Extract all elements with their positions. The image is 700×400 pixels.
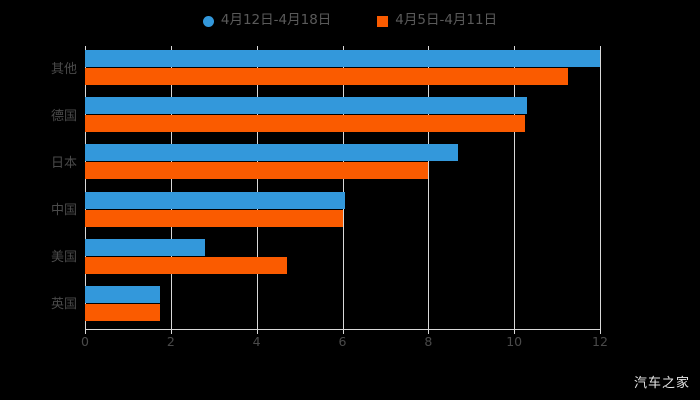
bar-group-0: [85, 46, 600, 93]
gridline-x-12: [600, 46, 601, 329]
bar-0-2[interactable]: [85, 144, 459, 162]
legend-swatch-square-icon: [377, 15, 389, 27]
bar-group-3: [85, 188, 600, 235]
gridline-x-10: [514, 46, 516, 329]
bar-1-3[interactable]: [85, 209, 343, 227]
x-axis-tick-labels: 0 2 4 6 8 10 12: [0, 334, 700, 354]
x-tickmark-0: [85, 329, 86, 334]
gridline-x-8: [428, 46, 430, 329]
bar-group-1: [85, 93, 600, 140]
x-tickmark-12: [600, 329, 601, 334]
bar-1-0[interactable]: [85, 68, 568, 85]
y-axis-labels: 其他德国日本中国美国英国: [0, 46, 77, 329]
x-tick-label: 8: [424, 334, 433, 349]
x-tick-label: 0: [81, 334, 89, 349]
y-axis-label-4: 美国: [50, 250, 77, 266]
x-tickmark-4: [256, 329, 258, 334]
bar-0-4[interactable]: [85, 238, 206, 256]
y-axis-label-0: 其他: [50, 61, 77, 77]
legend-item-1[interactable]: 4月5日-4月11日: [377, 10, 497, 32]
y-axis-label-1: 德国: [50, 108, 77, 124]
bar-0-5[interactable]: [85, 285, 161, 303]
bar-group-4: [85, 235, 600, 282]
bar-0-0[interactable]: [85, 50, 600, 67]
x-tick-label: 12: [592, 334, 608, 349]
x-tick-label: 6: [338, 334, 347, 349]
x-tick-label: 10: [506, 334, 523, 349]
bar-group-2: [85, 140, 600, 187]
bar-group-5: [85, 282, 600, 329]
gridline-x-2: [170, 46, 172, 329]
gridline-x-6: [342, 46, 344, 329]
bar-1-1[interactable]: [85, 115, 525, 133]
x-tickmark-8: [428, 329, 430, 334]
legend-item-label: 4月12日-4月18日: [220, 12, 332, 29]
x-tick-label: 4: [252, 334, 261, 349]
y-axis-label-2: 日本: [50, 155, 77, 171]
bar-1-2[interactable]: [85, 162, 429, 180]
gridline-x-0: [85, 46, 86, 329]
gridline-x-4: [256, 46, 258, 329]
y-axis-label-5: 英国: [50, 297, 77, 313]
bar-1-5[interactable]: [85, 303, 161, 321]
x-tickmark-2: [170, 329, 172, 334]
watermark-label: 汽车之家: [633, 376, 690, 391]
x-tick-label: 2: [166, 334, 175, 349]
bar-0-3[interactable]: [85, 191, 345, 209]
legend-item-0[interactable]: 4月12日-4月18日: [202, 10, 332, 32]
chart-legend: 4月12日-4月18日 4月5日-4月11日: [0, 10, 700, 32]
bar-1-4[interactable]: [85, 256, 287, 274]
x-tickmark-6: [342, 329, 344, 334]
bar-0-1[interactable]: [85, 97, 528, 115]
y-axis-label-3: 中国: [50, 203, 77, 219]
plot-area: [85, 46, 601, 329]
x-tickmark-10: [514, 329, 516, 334]
legend-item-label: 4月5日-4月11日: [395, 12, 498, 29]
legend-swatch-circle-icon: [202, 15, 214, 27]
